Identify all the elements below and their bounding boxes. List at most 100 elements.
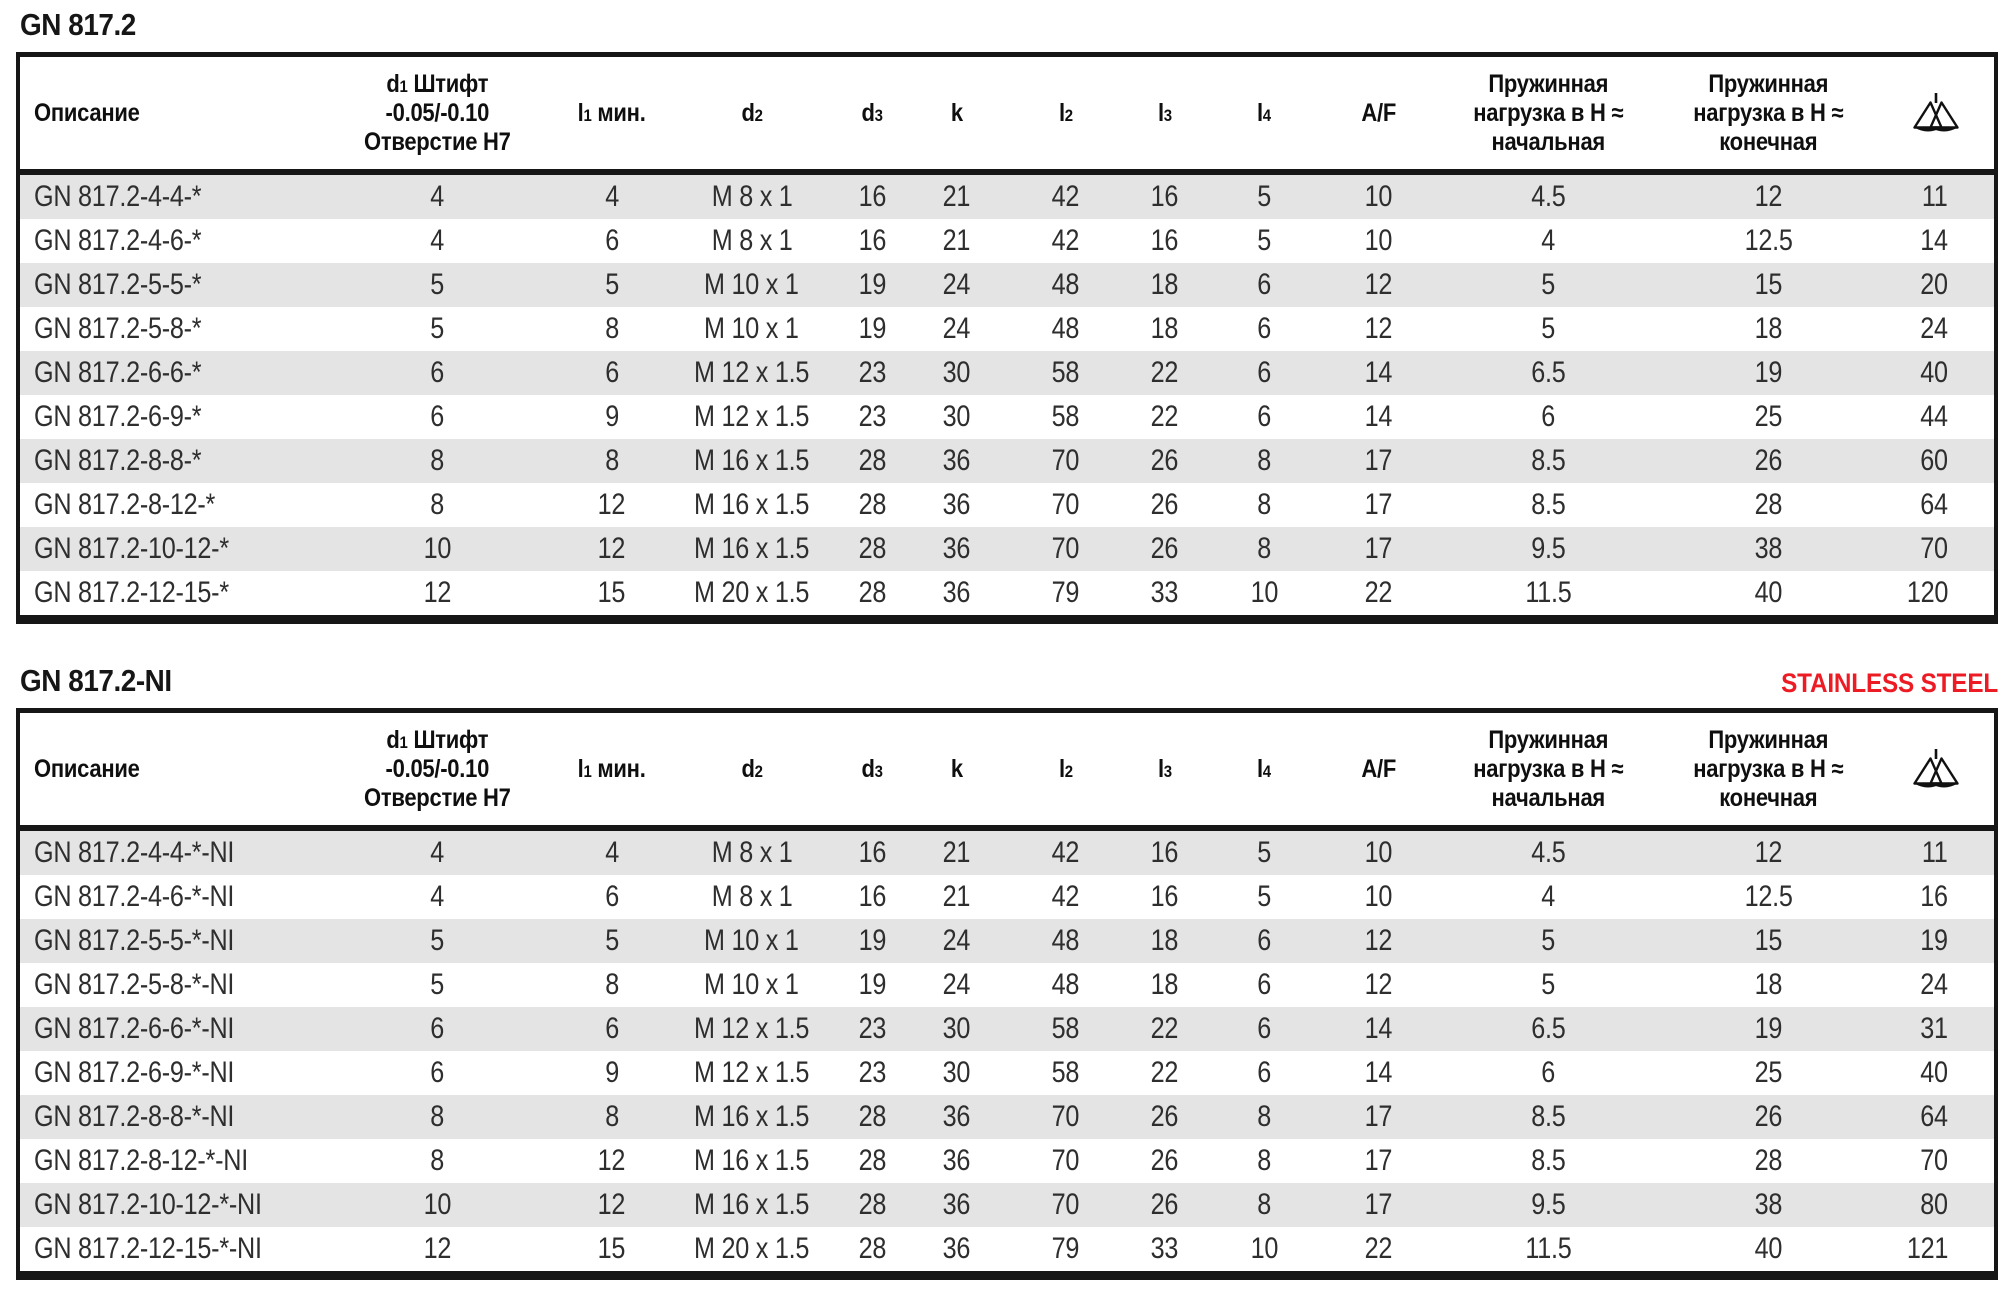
- col-header-text: Пружинная нагрузка в Н ≈ начальная: [1473, 725, 1624, 812]
- cell-description: GN 817.2-6-9-*-NI: [34, 1056, 235, 1090]
- cell-description: GN 817.2-10-12-*-NI: [34, 1188, 262, 1222]
- cell-spring-initial: 8.5: [1530, 488, 1566, 522]
- cell-l4: 8: [1257, 532, 1272, 566]
- table-title-text: GN 817.2: [20, 7, 136, 42]
- cell-l3: 33: [1151, 1232, 1179, 1266]
- cell-k: 36: [942, 576, 971, 610]
- cell-l1-min: 12: [598, 532, 626, 566]
- table-row: GN 817.2-8-8-*-NI 8 8 M 16 x 1.5 28 36 70 26 8 17…: [18, 1095, 1996, 1140]
- col-header-k: k: [901, 54, 1011, 176]
- cell-d1: 4: [430, 224, 444, 258]
- cell-d1: 4: [430, 836, 444, 870]
- cell-spring-initial: 4: [1541, 224, 1555, 258]
- col-header-text: Пружинная нагрузка в Н ≈ конечная: [1693, 725, 1844, 812]
- cell-l2: 58: [1051, 1012, 1080, 1046]
- cell-weight: 19: [1920, 924, 1948, 958]
- col-header-spring-initial: Пружинная нагрузка в Н ≈ начальная: [1437, 54, 1659, 176]
- cell-weight: 70: [1920, 532, 1948, 566]
- cell-l3: 18: [1151, 268, 1179, 302]
- cell-spring-final: 26: [1754, 444, 1783, 478]
- cell-spring-initial: 4.5: [1530, 180, 1566, 214]
- cell-l2: 42: [1051, 880, 1080, 914]
- cell-d2: M 16 x 1.5: [694, 444, 810, 478]
- table-title: GN 817.2-NI: [20, 663, 189, 698]
- cell-l3: 26: [1151, 1188, 1179, 1222]
- cell-spring-initial: 11.5: [1525, 576, 1572, 610]
- cell-d3: 28: [858, 1232, 886, 1266]
- cell-l1-min: 15: [598, 576, 626, 610]
- scale-icon: [1913, 749, 1960, 788]
- cell-k: 21: [942, 880, 971, 914]
- cell-l3: 26: [1151, 488, 1179, 522]
- cell-spring-initial: 5: [1541, 968, 1555, 1002]
- table-row: GN 817.2-6-9-*-NI 6 9 M 12 x 1.5 23 30 58 22 6 14…: [18, 1051, 1996, 1095]
- cell-description: GN 817.2-5-8-*: [34, 312, 202, 346]
- cell-d3: 28: [858, 1100, 886, 1134]
- col-header-text: A/F: [1360, 754, 1396, 783]
- cell-l3: 18: [1151, 924, 1179, 958]
- cell-weight: 31: [1920, 1012, 1948, 1046]
- cell-k: 24: [942, 312, 971, 346]
- cell-l1-min: 8: [604, 1100, 619, 1134]
- cell-description: GN 817.2-8-8-*-NI: [34, 1100, 235, 1134]
- cell-l3: 18: [1151, 968, 1179, 1002]
- cell-weight: 16: [1920, 880, 1948, 914]
- cell-description: GN 817.2-4-6-*-NI: [34, 880, 235, 914]
- cell-af: 10: [1364, 836, 1393, 870]
- cell-l1-min: 5: [604, 924, 619, 958]
- cell-l4: 6: [1257, 924, 1272, 958]
- section-title-row: GN 817.2-NI STAINLESS STEEL: [20, 663, 1998, 698]
- cell-l1-min: 4: [604, 180, 619, 214]
- cell-description: GN 817.2-4-4-*: [34, 180, 202, 214]
- cell-d1: 8: [430, 1100, 444, 1134]
- cell-l4: 8: [1257, 444, 1272, 478]
- cell-l1-min: 12: [598, 1144, 626, 1178]
- cell-l4: 6: [1257, 1012, 1272, 1046]
- col-header-text: d1 Штифт -0.05/-0.10 Отверстие H7: [363, 725, 511, 812]
- cell-d2: M 8 x 1: [711, 224, 793, 258]
- cell-l1-min: 8: [604, 312, 619, 346]
- cell-l2: 42: [1051, 836, 1080, 870]
- cell-l4: 6: [1257, 312, 1272, 346]
- cell-spring-final: 18: [1754, 968, 1783, 1002]
- cell-d2: M 16 x 1.5: [694, 1144, 810, 1178]
- cell-d3: 19: [858, 968, 886, 1002]
- catalog-page: GN 817.2 Описание d1 Штифт -0.05/-0.10 Отве…: [0, 7, 2014, 1281]
- cell-l3: 16: [1151, 836, 1179, 870]
- cell-af: 22: [1364, 1232, 1393, 1266]
- table-row: GN 817.2-6-6-* 6 6 M 12 x 1.5 23 30 58 22 6 14 6.5…: [18, 351, 1996, 396]
- cell-weight: 60: [1920, 444, 1948, 478]
- cell-d2: M 8 x 1: [711, 836, 793, 870]
- cell-d3: 28: [858, 1188, 886, 1222]
- cell-l4: 8: [1257, 1144, 1272, 1178]
- cell-l2: 79: [1051, 576, 1080, 610]
- cell-af: 14: [1364, 400, 1393, 434]
- cell-l2: 42: [1051, 180, 1080, 214]
- cell-k: 36: [942, 444, 971, 478]
- col-header-text: Описание: [34, 754, 140, 783]
- col-header-spring-initial: Пружинная нагрузка в Н ≈ начальная: [1437, 710, 1659, 832]
- col-header-l4: l4: [1209, 54, 1319, 176]
- cell-af: 14: [1364, 1012, 1393, 1046]
- cell-d3: 16: [858, 880, 886, 914]
- cell-af: 22: [1364, 576, 1393, 610]
- cell-d1: 8: [430, 1144, 444, 1178]
- cell-l1-min: 6: [604, 224, 619, 258]
- cell-l4: 10: [1250, 576, 1278, 610]
- table-row: GN 817.2-4-6-*-NI 4 6 M 8 x 1 16 21 42 16 5 10 4 12…: [18, 875, 1996, 919]
- cell-l1-min: 6: [604, 356, 619, 390]
- cell-d1: 8: [430, 444, 444, 478]
- cell-spring-final: 28: [1754, 488, 1783, 522]
- cell-k: 24: [942, 924, 971, 958]
- cell-l4: 5: [1257, 836, 1272, 870]
- cell-af: 14: [1364, 1056, 1393, 1090]
- cell-description: GN 817.2-8-12-*-NI: [34, 1144, 248, 1178]
- col-header-text: l2: [1058, 754, 1073, 783]
- cell-d3: 16: [858, 180, 886, 214]
- table-row: GN 817.2-5-8-*-NI 5 8 M 10 x 1 19 24 48 18 6 12 5 1…: [18, 963, 1996, 1007]
- cell-d2: M 20 x 1.5: [694, 576, 810, 610]
- cell-d1: 6: [430, 1012, 444, 1046]
- cell-d3: 19: [858, 268, 886, 302]
- cell-k: 21: [942, 836, 971, 870]
- cell-d2: M 8 x 1: [711, 180, 793, 214]
